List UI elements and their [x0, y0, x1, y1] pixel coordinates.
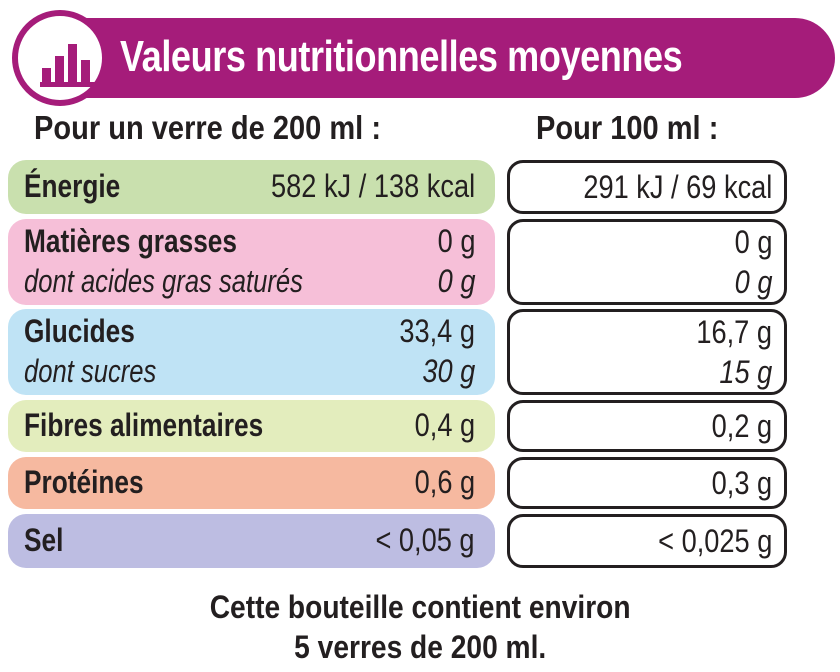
row-value-100: 0 g — [734, 224, 772, 260]
row-matieres-grasses: Matières grasses dont acides gras saturé… — [8, 219, 495, 305]
row-value-100: 0,2 g — [711, 408, 772, 444]
row-sub-value-100: 0 g — [734, 264, 772, 300]
row-energie: Énergie 582 kJ / 138 kcal — [8, 160, 495, 214]
row-value-serving: 0 g — [437, 223, 475, 259]
row-fibres: Fibres alimentaires 0,4 g — [8, 400, 495, 452]
column-header-per-100ml: Pour 100 ml : — [536, 109, 719, 146]
row-sel: Sel < 0,05 g — [8, 514, 495, 568]
row-label: Protéines — [24, 464, 144, 500]
row-sub-value-serving: 30 g — [422, 353, 475, 389]
row-label: Glucides — [24, 313, 135, 349]
footer-line-2: 5 verres de 200 ml. — [293, 629, 547, 665]
row-label: Fibres alimentaires — [24, 407, 264, 443]
row-value-100: 16,7 g — [696, 314, 772, 350]
footer-line-1: Cette bouteille contient environ — [209, 589, 631, 625]
row-glucides: Glucides dont sucres 33,4 g 30 g — [8, 309, 495, 395]
row-value-serving: < 0,05 g — [375, 522, 475, 558]
row-sub-label: dont acides gras saturés — [24, 263, 303, 299]
row-value-serving: 33,4 g — [399, 313, 475, 349]
row-label: Matières grasses — [24, 223, 237, 259]
row-glucides-per-100: 16,7 g 15 g — [507, 309, 787, 395]
row-value-100: 0,3 g — [711, 465, 772, 501]
row-value-serving: 0,6 g — [414, 464, 475, 500]
row-proteines: Protéines 0,6 g — [8, 457, 495, 509]
row-value-100: 291 kJ / 69 kcal — [583, 169, 772, 205]
row-proteines-per-100: 0,3 g — [507, 457, 787, 509]
row-energie-per-100: 291 kJ / 69 kcal — [507, 160, 787, 214]
row-fibres-per-100: 0,2 g — [507, 400, 787, 452]
row-sub-value-100: 15 g — [719, 354, 772, 390]
row-matieres-grasses-per-100: 0 g 0 g — [507, 219, 787, 305]
row-label: Énergie — [24, 168, 121, 204]
row-value-serving: 0,4 g — [414, 407, 475, 443]
row-value-serving: 582 kJ / 138 kcal — [270, 168, 475, 204]
row-sel-per-100: < 0,025 g — [507, 514, 787, 568]
column-header-per-serving: Pour un verre de 200 ml : — [34, 109, 381, 146]
header-banner: Valeurs nutritionnelles moyennes — [12, 10, 835, 106]
icon-badge — [12, 10, 108, 106]
row-sub-label: dont sucres — [24, 353, 157, 389]
row-label: Sel — [24, 522, 64, 558]
page-title: Valeurs nutritionnelles moyennes — [120, 32, 683, 81]
row-value-100: < 0,025 g — [657, 523, 772, 559]
row-sub-value-serving: 0 g — [437, 263, 475, 299]
bar-chart-icon — [40, 44, 96, 87]
